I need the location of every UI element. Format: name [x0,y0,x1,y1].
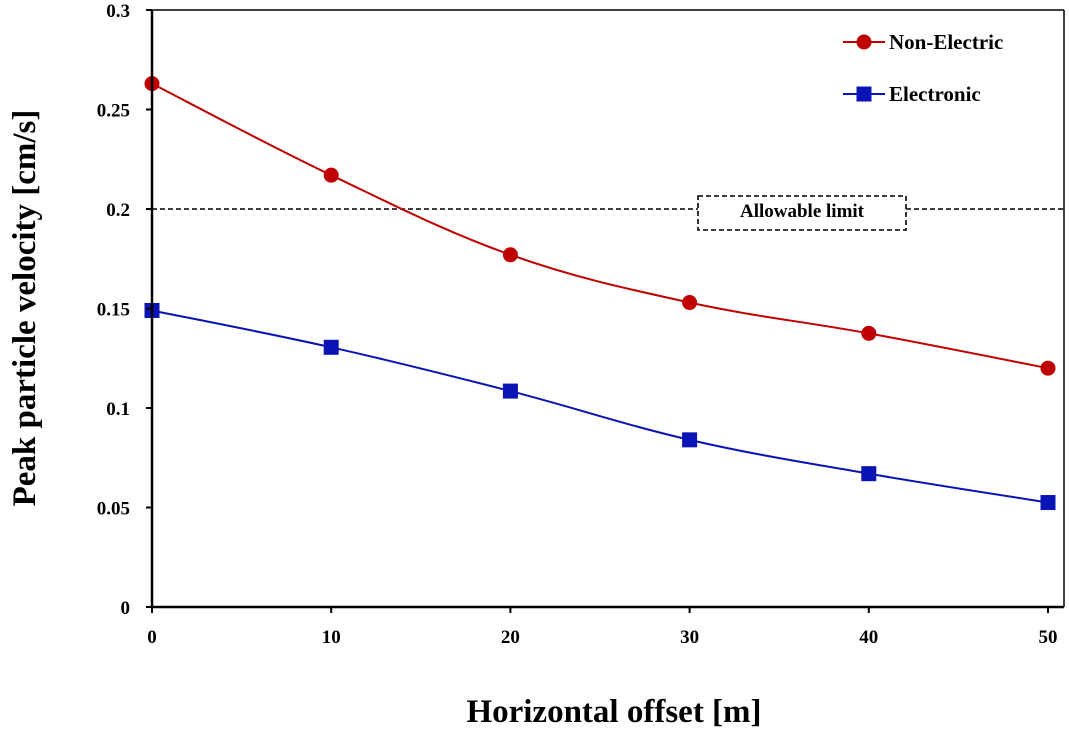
legend-marker-circle-icon [856,34,872,50]
legend-label-non-electric: Non-Electric [889,30,1003,54]
y-tick-label: 0 [121,598,131,619]
data-point-electronic-20 [502,383,518,399]
series-line-electronic [151,309,1049,504]
x-tick-label: 20 [501,627,520,648]
reference-label: Allowable limit [740,201,865,222]
data-point-electronic-30 [682,432,698,448]
data-point-electronic-40 [861,466,877,482]
reference-line-layer: Allowable limit [152,195,1064,231]
data-point-electronic-10 [323,339,339,355]
y-tick-label: 0.3 [106,1,130,22]
x-tick-label: 40 [859,627,878,648]
data-point-non-electric-40 [861,325,877,341]
legend-item-non-electric: Non-Electric [843,30,1003,54]
legend-item-electronic: Electronic [843,82,981,106]
x-tick-label: 10 [322,627,341,648]
legend-label-electronic: Electronic [889,82,981,106]
x-tick-label: 50 [1039,627,1058,648]
y-axis-title: Peak particle velocity [cm/s] [7,110,43,507]
x-axis-title: Horizontal offset [m] [466,694,761,730]
ticks-layer: 0 10 20 30 40 50 0 0.05 0.1 0.15 0.2 0.25 0.3 [97,1,1058,648]
data-point-non-electric-30 [682,295,698,311]
x-tick-label: 30 [680,627,699,648]
y-tick-label: 0.05 [97,499,130,520]
legend-marker-square-icon [856,86,872,102]
reference-label-box [697,195,907,231]
series-layer [144,76,1056,511]
y-tick-label: 0.15 [97,300,130,321]
data-point-non-electric-10 [323,167,339,183]
data-point-electronic-50 [1040,495,1056,511]
y-tick-label: 0.1 [106,399,130,420]
x-tick-label: 0 [147,627,157,648]
y-tick-label: 0.25 [97,101,130,122]
y-tick-label: 0.2 [106,200,130,221]
data-point-non-electric-50 [1040,360,1056,376]
series-line-non-electric [151,82,1049,370]
data-point-non-electric-20 [502,247,518,263]
legend: Non-Electric Electronic [843,30,1003,106]
